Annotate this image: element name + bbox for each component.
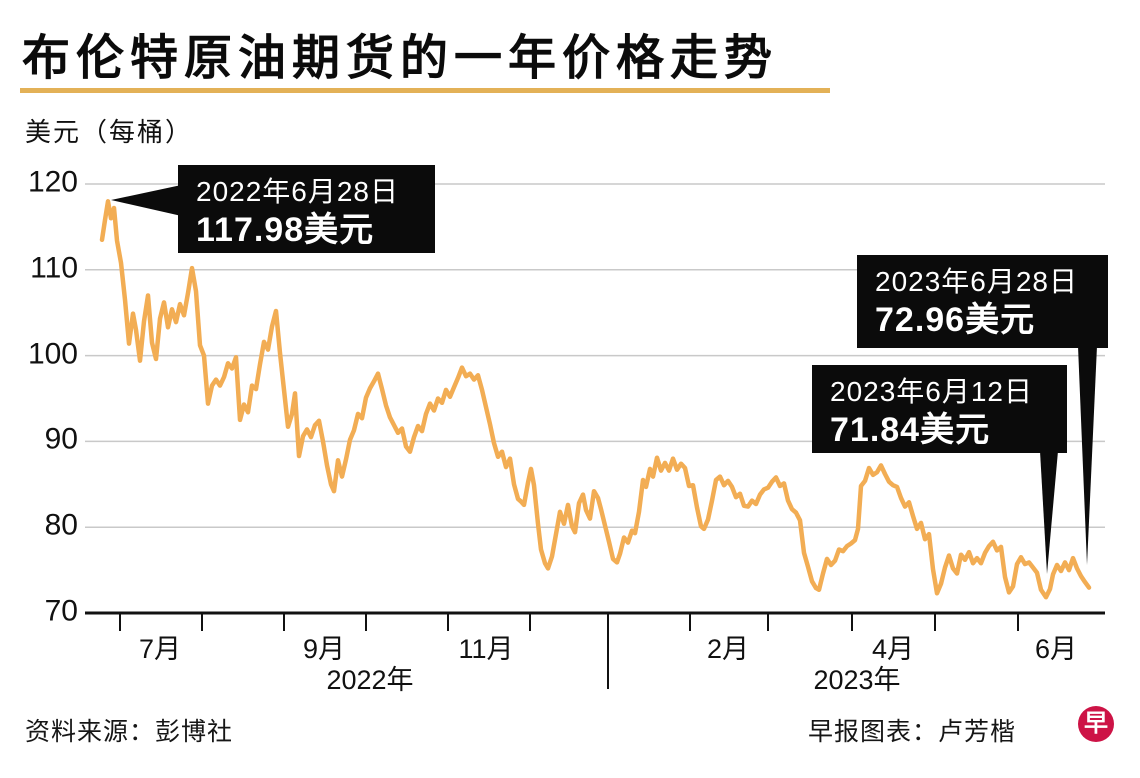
month-label: 9月 [302,634,346,664]
page-title: 布伦特原油期货的一年价格走势 [22,32,779,85]
data-source-label: 资料来源：彭博社 [25,718,234,746]
year-label: 2022年 [326,665,414,695]
callout-pointers [111,184,1097,574]
y-axis-label: 70 [44,594,78,628]
y-axis-label: 80 [44,508,78,542]
y-axis-label: 110 [30,251,78,285]
zaobao-logo: 早 [1078,706,1114,742]
y-axis-label: 100 [27,337,78,371]
title-underline [20,88,830,93]
annotation-value: 71.84美元 [830,411,991,449]
callout-pointer-2023-06-12 [1040,451,1058,574]
month-label: 7月 [138,634,182,664]
callout-pointer-2023-06-28 [1078,346,1097,565]
annotation-date: 2023年6月28日 [875,266,1079,297]
month-label: 4月 [871,634,915,664]
price-line-series [99,199,1092,600]
annotation-callout-2023-06-12: 2023年6月12日 71.84美元 [812,365,1067,453]
chart-credit-label: 早报图表：卢芳楷 [808,718,1017,746]
year-label: 2023年 [813,665,901,695]
y-axis-unit-label: 美元（每桶） [25,117,194,147]
month-label: 2月 [706,634,750,664]
annotation-callout-2023-06-28: 2023年6月28日 72.96美元 [857,255,1108,348]
month-label: 11月 [458,634,514,664]
annotation-value: 72.96美元 [875,301,1036,339]
annotation-date: 2022年6月28日 [196,176,400,207]
month-label: 6月 [1034,634,1078,664]
y-axis-label: 120 [27,165,78,199]
zaobao-logo-glyph: 早 [1084,710,1108,737]
annotation-value: 117.98美元 [196,211,375,249]
callout-pointer-2022-06-28 [111,184,186,217]
y-axis-label: 90 [44,423,78,457]
annotation-callout-2022-06-28: 2022年6月28日 117.98美元 [178,165,435,253]
annotation-date: 2023年6月12日 [830,376,1034,407]
